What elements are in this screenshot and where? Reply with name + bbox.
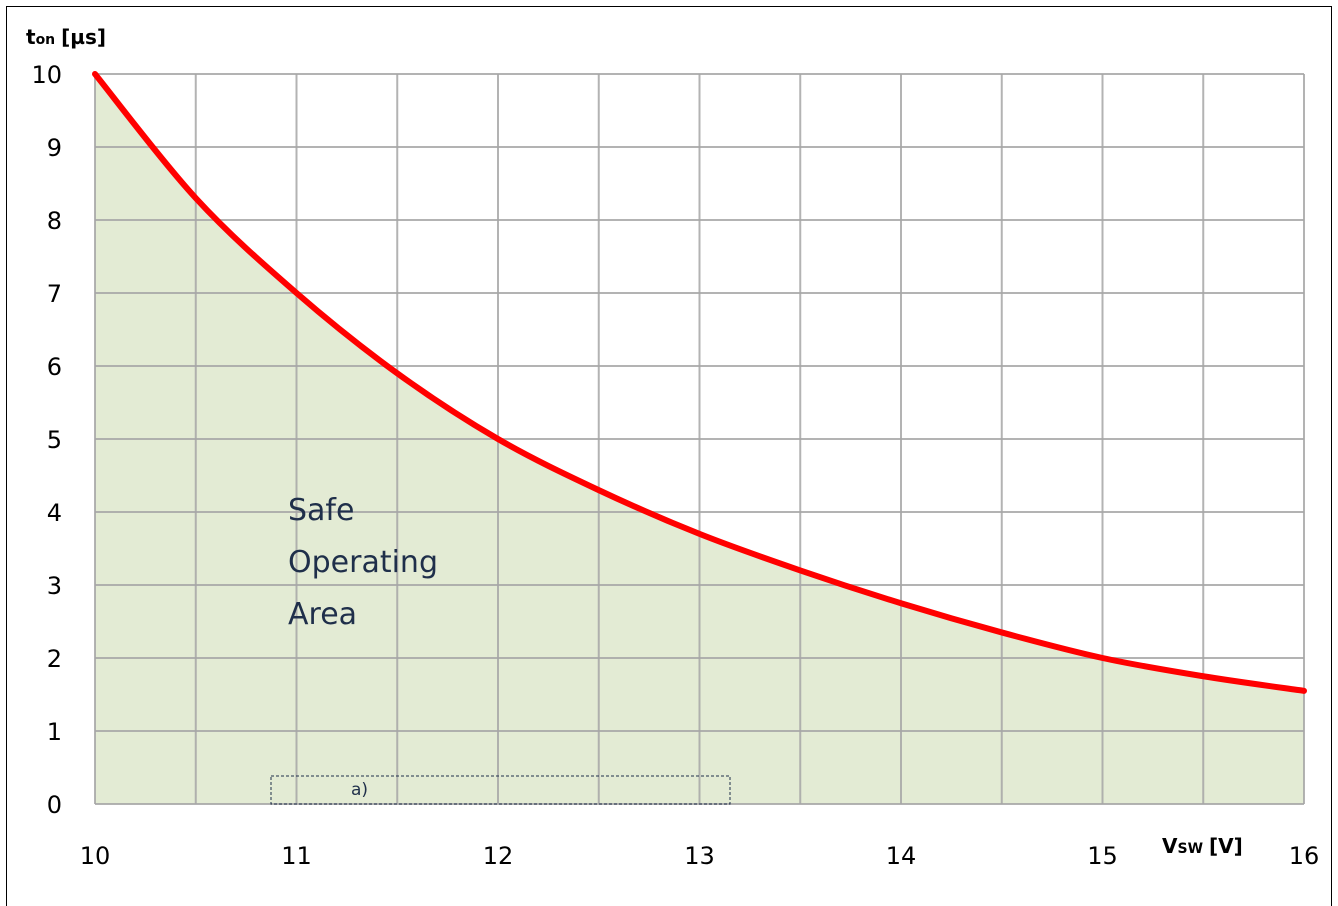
y-tick-label: 8 xyxy=(47,207,62,235)
y-tick-label: 1 xyxy=(47,718,62,746)
y-tick-label: 2 xyxy=(47,645,62,673)
y-tick-label: 4 xyxy=(47,499,62,527)
x-axis-label: VSW[V] xyxy=(1162,834,1243,858)
x-tick-label: 15 xyxy=(1087,842,1118,870)
x-tick-label: 11 xyxy=(281,842,312,870)
y-tick-label: 0 xyxy=(47,791,62,819)
region-label-line-2: Operating xyxy=(288,545,438,580)
y-tick-label: 10 xyxy=(31,61,62,89)
region-label-line-3: Area xyxy=(288,597,357,632)
x-tick-label: 14 xyxy=(886,842,917,870)
y-tick-label: 6 xyxy=(47,353,62,381)
x-tick-label: 16 xyxy=(1289,842,1320,870)
y-axis-label: ton[µs] xyxy=(26,25,106,49)
x-tick-label: 13 xyxy=(684,842,715,870)
y-tick-label: 9 xyxy=(47,134,62,162)
y-tick-label: 3 xyxy=(47,572,62,600)
annotation-note: a) xyxy=(351,780,368,800)
x-tick-label: 12 xyxy=(483,842,514,870)
region-label-line-1: Safe xyxy=(288,493,354,528)
y-tick-label: 5 xyxy=(47,426,62,454)
x-tick-label: 10 xyxy=(80,842,111,870)
y-tick-label: 7 xyxy=(47,280,62,308)
